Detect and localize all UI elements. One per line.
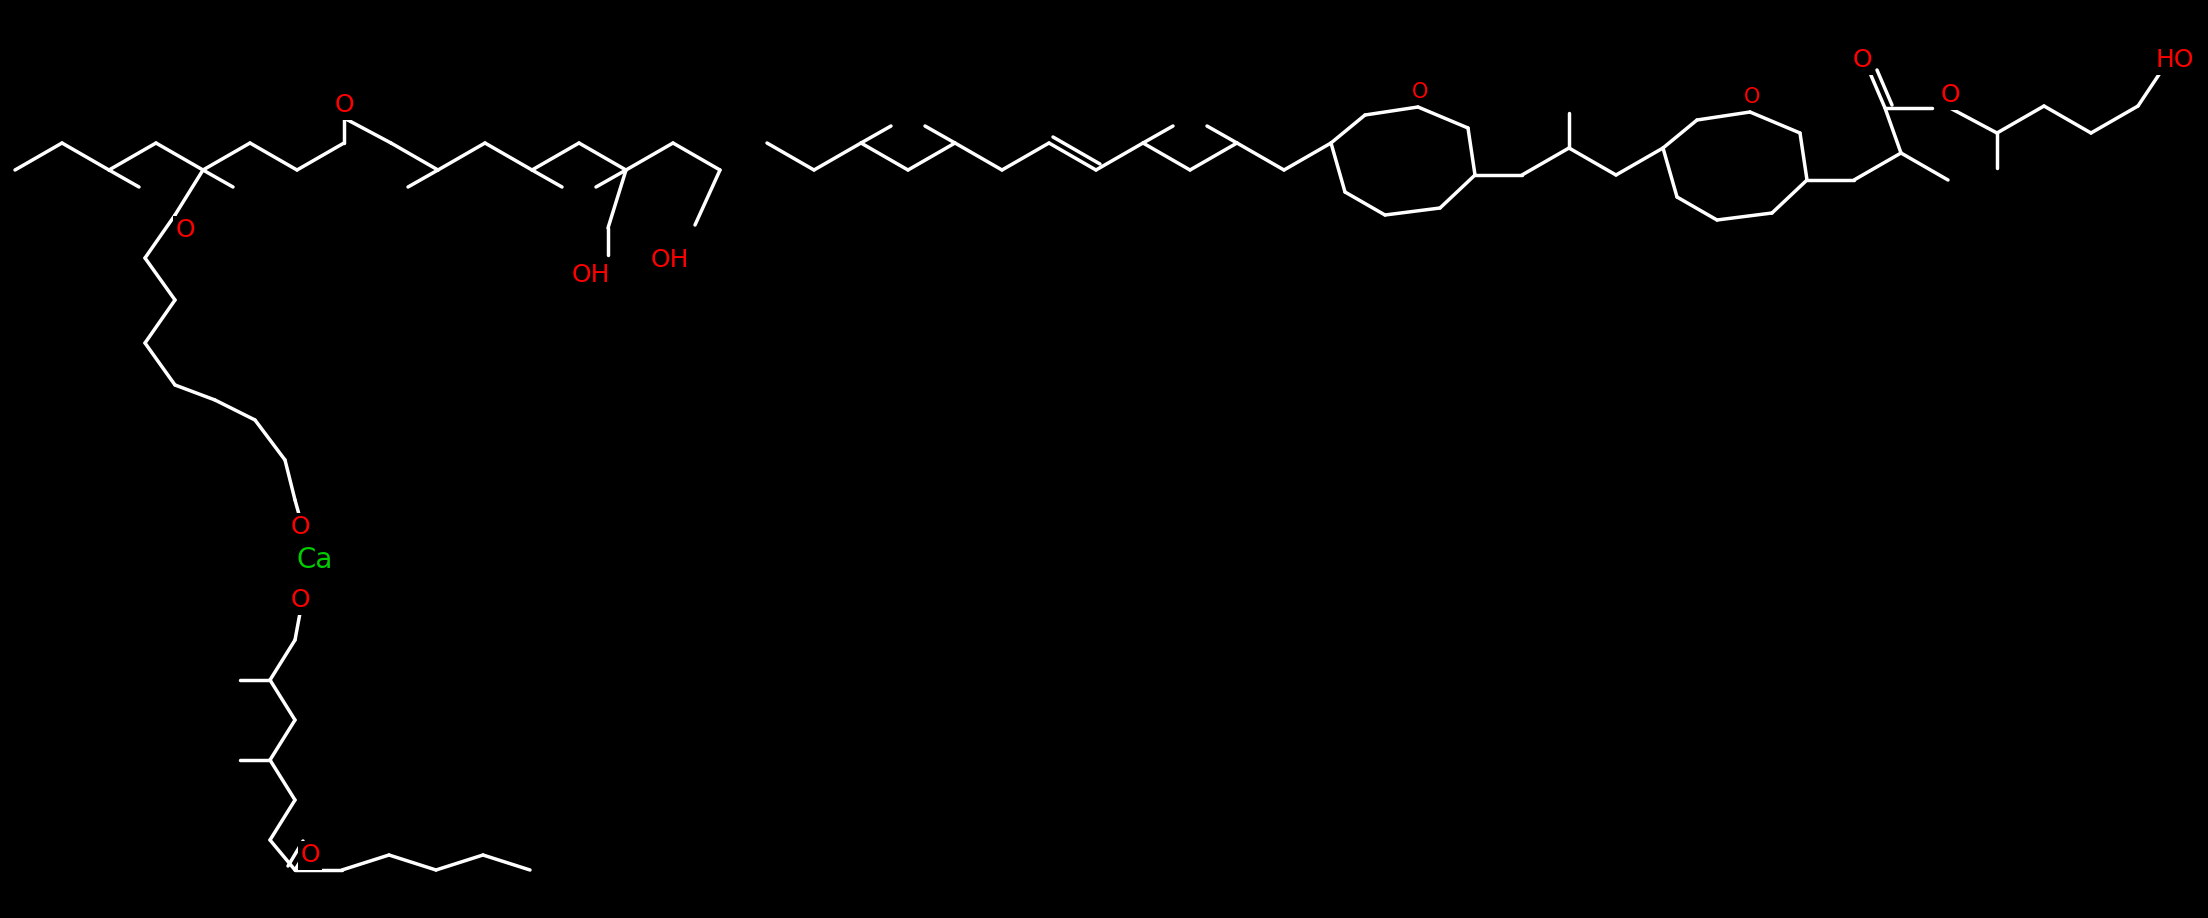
Text: HO: HO	[2155, 48, 2195, 72]
Text: O: O	[1411, 82, 1429, 102]
Text: O: O	[300, 843, 320, 867]
Text: O: O	[174, 218, 194, 242]
Text: O: O	[1941, 83, 1961, 107]
Text: O: O	[1853, 48, 1872, 72]
Text: Ca: Ca	[296, 546, 333, 574]
Text: OH: OH	[651, 248, 689, 272]
Text: OH: OH	[572, 263, 609, 287]
Text: O: O	[289, 515, 309, 539]
Text: O: O	[1744, 87, 1760, 107]
Text: O: O	[289, 588, 309, 612]
Text: O: O	[333, 93, 353, 117]
